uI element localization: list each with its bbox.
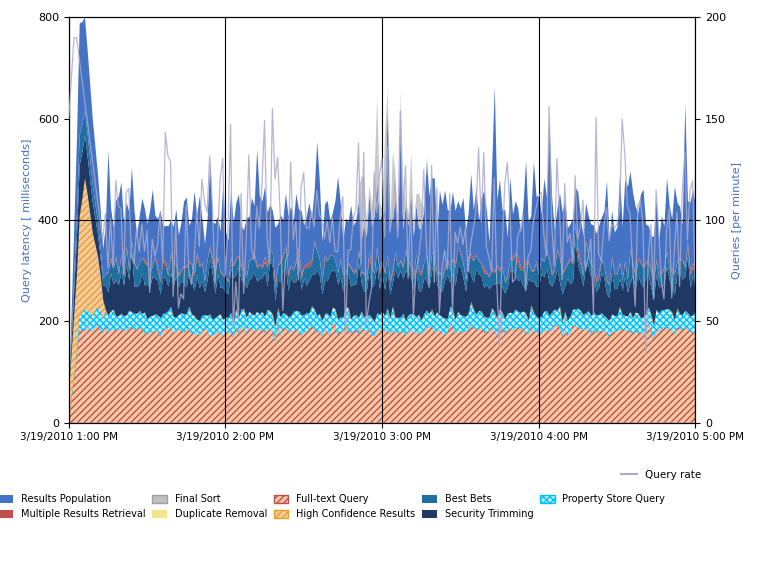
Y-axis label: Queries [per minute]: Queries [per minute] <box>732 162 742 278</box>
Y-axis label: Query latency [ milliseconds]: Query latency [ milliseconds] <box>22 138 32 302</box>
Legend: Results Population, Multiple Results Retrieval, Final Sort, Duplicate Removal, F: Results Population, Multiple Results Ret… <box>0 490 669 523</box>
Legend: Query rate: Query rate <box>617 466 705 484</box>
